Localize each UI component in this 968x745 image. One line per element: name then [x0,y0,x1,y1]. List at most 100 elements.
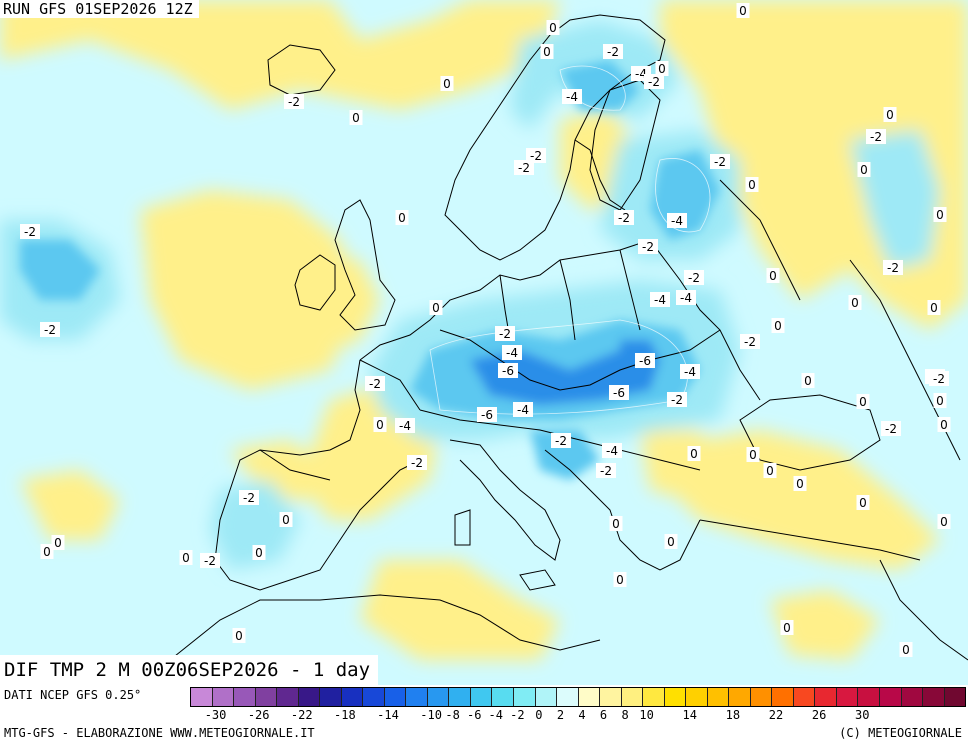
colorbar-tick-label: -2 [510,708,525,722]
isotherm-label: -4 [606,444,618,458]
colorbar-tick-label: -8 [445,708,460,722]
map-label-bg [609,385,629,400]
map-label-bg [801,373,815,388]
map-label-bg [440,76,454,91]
colorbar-swatch [793,688,816,706]
map-label-bg [883,260,903,275]
map-label-bg [740,334,760,349]
map-label-bg [667,392,687,407]
map-label-bg [866,129,886,144]
colorbar-swatch [298,688,321,706]
colorbar-swatch [427,688,450,706]
colorbar-tick-label: -4 [488,708,503,722]
isotherm-label: -2 [600,464,612,478]
isotherm-label: -4 [506,346,518,360]
colorbar-swatch [901,688,924,706]
colorbar-swatch [815,688,837,706]
isotherm-label: -4 [654,293,666,307]
isotherm-label: 0 [766,464,774,478]
colorbar-swatch [384,688,407,706]
map-label-bg [40,544,54,559]
map-label-bg [899,642,913,657]
colorbar-swatch [643,688,665,706]
isotherm-label: 0 [748,178,756,192]
isotherm-label: 0 [769,269,777,283]
map-label-bg [252,545,266,560]
isotherm-label: 0 [658,62,666,76]
isotherm-label: 0 [886,108,894,122]
map-label-bg [232,628,246,643]
isotherm-label: 0 [783,621,791,635]
map-label-bg [710,154,730,169]
map-label-bg [857,162,871,177]
map-label-bg [883,107,897,122]
map-label-bg [937,514,951,529]
map-label-bg [513,402,533,417]
map-label-bg [746,447,760,462]
isotherm-label: 0 [902,643,910,657]
isotherm-label: -2 [744,335,756,349]
map-label-bg [856,495,870,510]
map-label-bg [644,74,664,89]
map-label-bg [349,110,363,125]
map-label-bg [502,345,522,360]
map-label-bg [373,417,387,432]
colorbar-swatch [923,688,945,706]
isotherm-label: -2 [688,271,700,285]
isotherm-label: -2 [642,240,654,254]
map-label-bg [40,322,60,337]
isotherm-label: -2 [671,393,683,407]
isotherm-label: -2 [887,261,899,275]
colorbar-swatch [191,688,213,706]
map-label-bg [596,463,616,478]
isotherm-label: 0 [936,394,944,408]
isotherm-label: 0 [774,319,782,333]
colorbar-swatch [234,688,256,706]
isotherm-label: 0 [398,211,406,225]
colorbar-swatch [858,688,880,706]
map-label-bg [745,177,759,192]
map-label-bg [365,376,385,391]
isotherm-label: -4 [399,419,411,433]
map-label-bg [429,300,443,315]
map-label-bg [495,326,515,341]
isotherm-label: 0 [443,77,451,91]
isotherm-label: -4 [517,403,529,417]
colorbar-tick-label: 2 [556,708,565,722]
map-label-bg [848,295,862,310]
isotherm-label: -4 [680,291,692,305]
colorbar-swatch [836,688,859,706]
map-label-bg [562,89,582,104]
isotherm-label: -2 [530,149,542,163]
colorbar [190,687,966,707]
colorbar-swatch [729,688,751,706]
colorbar-tick-label: 22 [768,708,784,722]
isotherm-label: -2 [411,456,423,470]
isotherm-label: 0 [612,517,620,531]
map-label-bg [676,290,696,305]
isotherm-label: 0 [282,513,290,527]
map-labels-group: 0-200-2-40 -2-4-200-20-2-2-20-20-2-4-2-20… [20,3,951,657]
colorbar-tick-label: 30 [854,708,870,722]
map-label-bg [51,535,65,550]
isotherm-label: 0 [859,395,867,409]
isotherm-label: -2 [499,327,511,341]
temperature-anomaly-map: 0 -2 0 0 -2 -4 0 -2 -4 -2 0 0 -2 0 -2 -2 -2 0 -2 0 -2 -4 -2 -2 0… [0,0,968,685]
isotherm-label: 0 [376,418,384,432]
colorbar-swatch [707,688,730,706]
isotherm-label: 0 [616,573,624,587]
colorbar-tick-label: -30 [204,708,227,722]
colorbar-swatch [621,688,644,706]
isotherm-label: 0 [936,208,944,222]
isotherm-label: 0 [43,545,51,559]
isotherm-label: -4 [635,67,647,81]
colorbar-tick-label: 8 [621,708,629,722]
isotherm-label: 0 [690,447,698,461]
isotherm-label: -2 [243,491,255,505]
isotherm-label: -2 [607,45,619,59]
isotherm-label: -6 [481,408,493,422]
isotherm-label: 0 [860,163,868,177]
map-label-bg [937,417,951,432]
isotherm-label: 0 [352,111,360,125]
isotherm-label: -6 [613,386,625,400]
